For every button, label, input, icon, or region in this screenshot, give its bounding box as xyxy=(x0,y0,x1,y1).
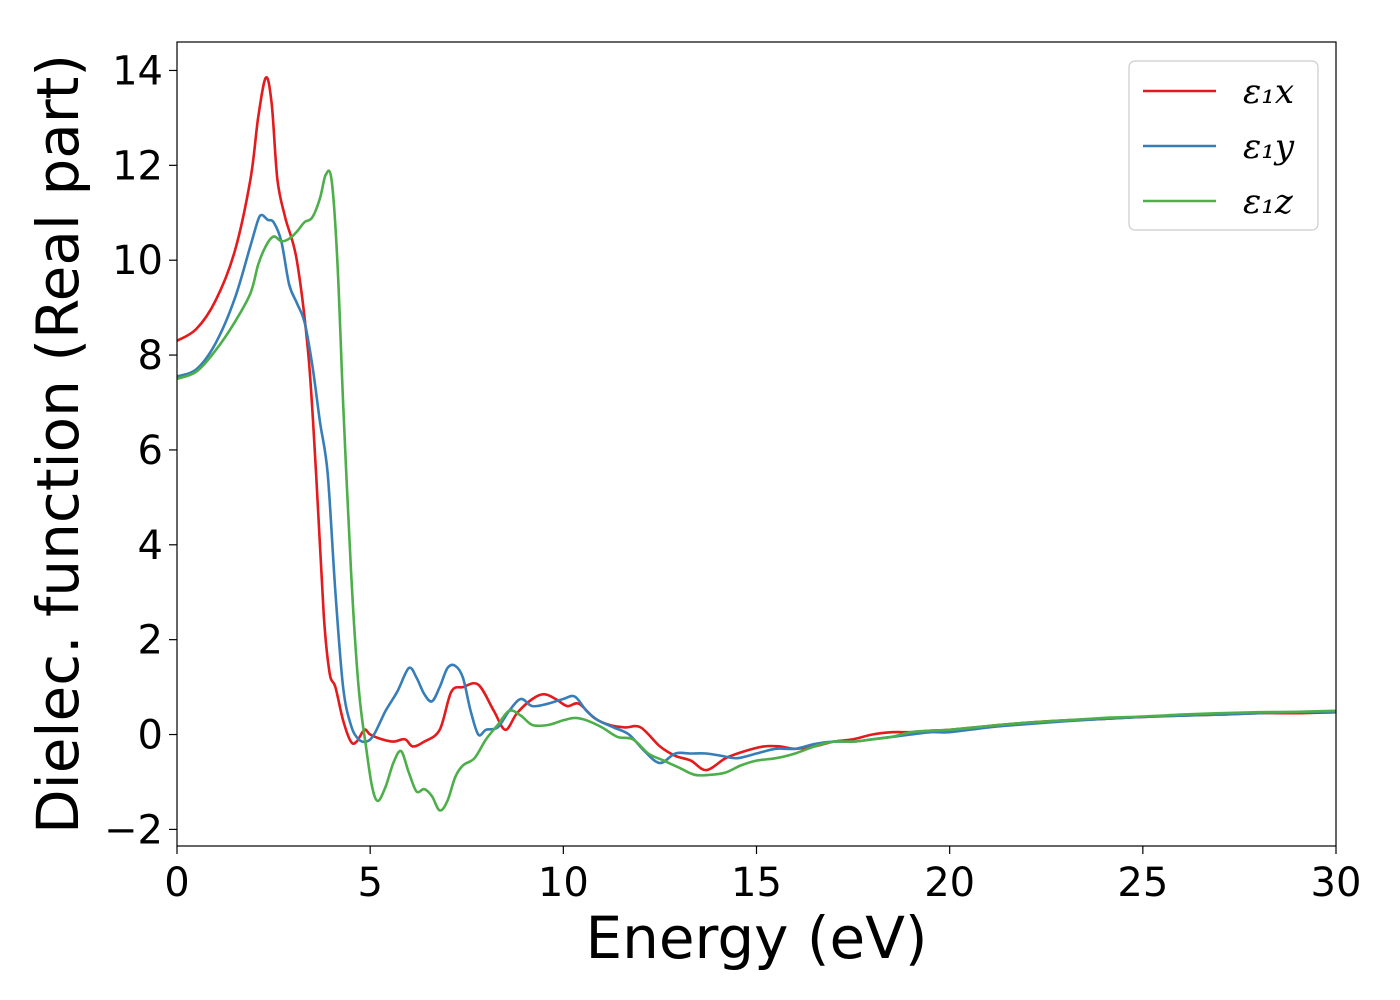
x-tick-label: 25 xyxy=(1117,860,1168,906)
x-tick-label: 30 xyxy=(1311,860,1362,906)
legend: ε₁x ε₁y ε₁z xyxy=(1128,60,1319,231)
x-axis-label: Energy (eV) xyxy=(585,904,927,972)
x-tick-label: 0 xyxy=(164,860,189,906)
legend-label-eps1y: ε₁y xyxy=(1243,127,1295,167)
y-tick-label: 14 xyxy=(112,48,163,94)
series-line-eps1z xyxy=(177,169,1336,812)
y-tick-label: 10 xyxy=(112,238,163,284)
y-tick-label: 12 xyxy=(112,143,163,189)
y-axis-label: Dielec. function (Real part) xyxy=(24,54,92,834)
legend-label-eps1x: ε₁x xyxy=(1243,72,1294,112)
y-tick-label: 0 xyxy=(138,713,163,759)
y-tick-label: 8 xyxy=(138,333,163,379)
series-layer xyxy=(177,76,1336,812)
y-tick-label: 2 xyxy=(138,618,163,664)
x-tick-label: 15 xyxy=(731,860,782,906)
legend-label-eps1z: ε₁z xyxy=(1243,182,1294,222)
y-tick-label: 6 xyxy=(138,428,163,474)
series-line-eps1y xyxy=(177,213,1336,765)
x-tick-label: 5 xyxy=(357,860,382,906)
y-tick-label: 4 xyxy=(138,523,163,569)
y-tick-label: −2 xyxy=(104,807,163,853)
legend-box xyxy=(1128,60,1319,231)
x-tick-label: 10 xyxy=(538,860,589,906)
x-tick-label: 20 xyxy=(924,860,975,906)
